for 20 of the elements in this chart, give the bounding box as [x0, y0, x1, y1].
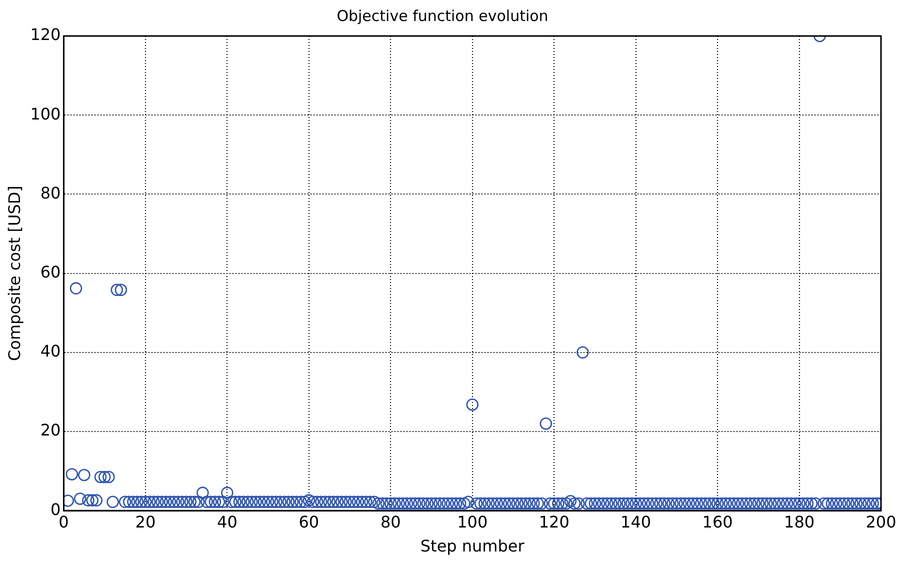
y-tick-label: 0	[50, 500, 61, 519]
y-tick-label: 40	[40, 342, 61, 361]
x-tick-label: 60	[298, 512, 320, 532]
y-tick-label: 60	[40, 262, 61, 282]
x-axis-title: Step number	[420, 536, 525, 556]
y-axis-title: Composite cost [USD]	[4, 186, 24, 362]
x-tick-label: 140	[620, 512, 652, 532]
x-tick-label: 180	[784, 512, 815, 532]
x-tick-label: 200	[866, 512, 896, 532]
y-tick-label: 80	[40, 183, 61, 202]
chart-title: Objective function evolution	[336, 6, 548, 25]
y-tick-label: 20	[40, 420, 61, 440]
x-tick-label: 120	[538, 512, 570, 532]
y-tick-label: 120	[30, 25, 61, 44]
x-tick-label: 20	[135, 512, 156, 532]
x-tick-label: 100	[457, 512, 488, 532]
x-tick-label: 160	[702, 512, 733, 532]
y-tick-label: 100	[30, 104, 61, 124]
x-tick-label: 40	[217, 512, 238, 532]
x-tick-label: 80	[380, 512, 401, 532]
